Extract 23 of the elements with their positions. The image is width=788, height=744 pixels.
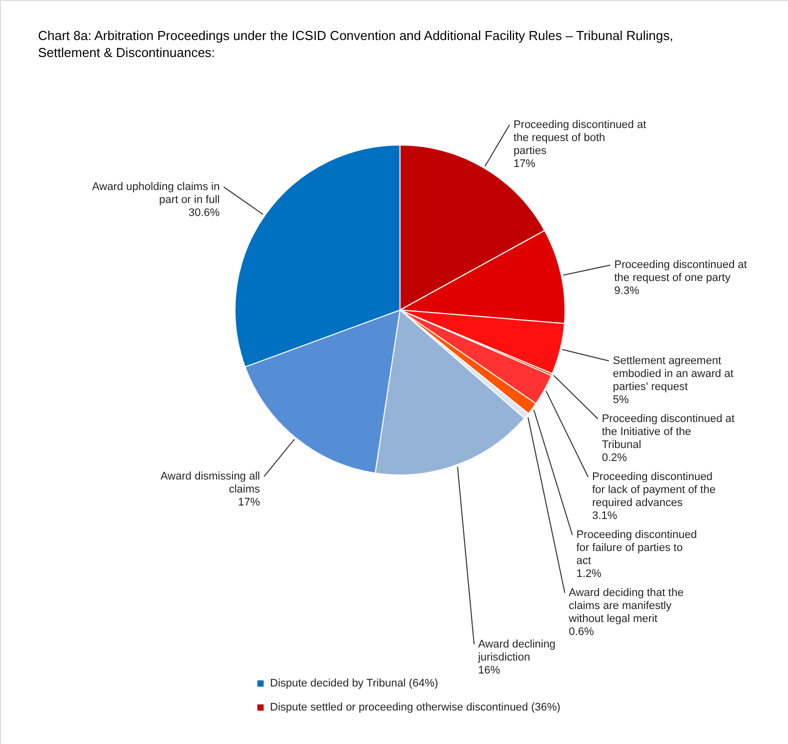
slice-label: Award deciding that the claims are manifestly without legal merit <box>568 586 684 625</box>
data-label: 17% <box>238 496 260 509</box>
slice-label: Award upholding claims in part or in full <box>92 180 220 206</box>
data-label: 5% <box>612 394 630 406</box>
slice-label: Proceeding discontinued for lack of payment of the required advances <box>592 470 716 509</box>
slice-label: Settlement agreement embodied in an award at parties' request <box>612 354 734 393</box>
data-label: 16% <box>478 664 500 676</box>
slice-label: Proceeding discontinued at the Initiative of the Tribunal <box>602 412 735 451</box>
slice-label: Award declining jurisdiction <box>477 638 556 664</box>
data-label: 3.1% <box>592 510 618 522</box>
slice-label: Award dismissing all claims <box>160 470 260 496</box>
text: Dispute decided by Tribunal (64%) <box>270 678 438 690</box>
slice-label: Proceeding discontinued for failure of parties to act <box>576 528 697 567</box>
data-label: 0.6% <box>568 626 594 638</box>
data-label: 30.6% <box>188 206 220 219</box>
text: Dispute settled or proceeding otherwise discontinued (36%) <box>270 702 560 714</box>
data-label: 1.2% <box>576 568 602 580</box>
chart-title: Chart 8a: Arbitration Proceedings under the ICSID Convention and Additional Facility Rules – Tribunal Rulings, Settlement & Discontinuances: <box>38 28 674 60</box>
data-label: 9.3% <box>614 285 640 298</box>
data-label: 17% <box>513 158 536 170</box>
slice-label: Proceeding discontinued at the request of one party <box>614 259 747 284</box>
slice-label: Proceeding discontinued at the request of both parties <box>513 118 646 157</box>
data-label: 0.2% <box>602 452 628 464</box>
